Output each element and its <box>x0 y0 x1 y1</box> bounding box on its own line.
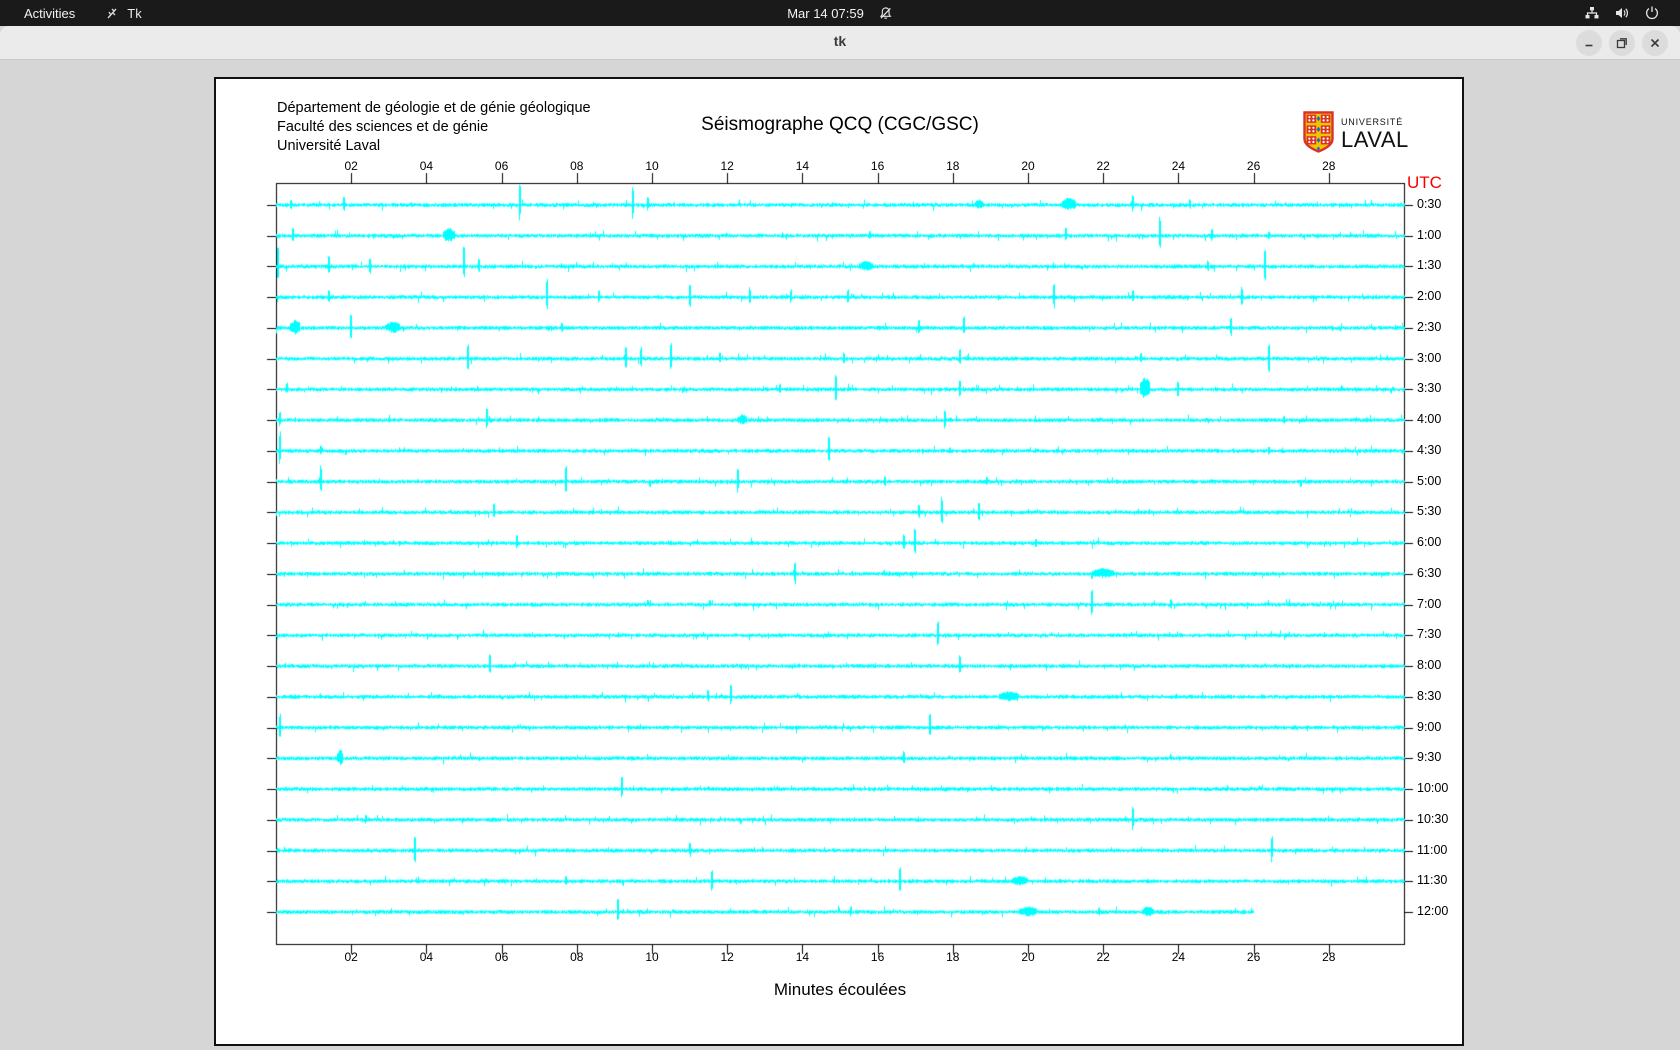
institution-line-2: Faculté des sciences et de génie <box>277 119 489 135</box>
x-tick-label-bottom: 20 <box>1021 950 1035 964</box>
x-tick-label-top: 04 <box>419 159 434 173</box>
volume-icon <box>1614 5 1630 21</box>
restore-button[interactable] <box>1609 30 1635 56</box>
window-title: tk <box>833 33 847 49</box>
x-tick-label-bottom: 22 <box>1096 950 1110 964</box>
trace-time-label: 10:00 <box>1417 781 1449 795</box>
gnome-top-bar: Activities Tk Mar 14 07:59 <box>0 0 1680 26</box>
trace-time-label: 2:30 <box>1417 320 1442 334</box>
tk-icon <box>105 6 120 21</box>
system-status-area[interactable] <box>1584 0 1660 26</box>
x-tick-label-top: 20 <box>1021 159 1035 173</box>
focused-app-indicator[interactable]: Tk <box>105 5 142 21</box>
x-tick-label-bottom: 24 <box>1171 950 1186 964</box>
trace-time-label: 7:30 <box>1417 627 1442 641</box>
trace-time-label: 11:30 <box>1417 873 1448 887</box>
x-tick-label-top: 18 <box>946 159 960 173</box>
seismogram-plot <box>216 79 1462 1044</box>
x-tick-label-bottom: 26 <box>1246 950 1261 964</box>
trace-time-label: 5:30 <box>1417 504 1442 518</box>
clock-label: Mar 14 07:59 <box>787 5 864 21</box>
x-tick-label-bottom: 06 <box>494 950 509 964</box>
network-icon <box>1584 5 1600 21</box>
trace-time-label: 6:00 <box>1417 535 1442 549</box>
x-tick-label-top: 26 <box>1246 159 1261 173</box>
x-tick-label-top: 10 <box>645 159 659 173</box>
x-tick-label-bottom: 02 <box>344 950 358 964</box>
plot-title: Séismographe QCQ (CGC/GSC) <box>701 114 979 135</box>
trace-time-label: 1:30 <box>1417 258 1442 272</box>
trace-time-label: 10:30 <box>1417 812 1449 826</box>
logo-text-small: UNIVERSITÉ <box>1341 117 1404 127</box>
x-tick-label-bottom: 18 <box>946 950 960 964</box>
trace-time-label: 8:30 <box>1417 689 1442 703</box>
trace-time-label: 6:30 <box>1417 566 1442 580</box>
trace-time-label: 4:30 <box>1417 443 1442 457</box>
trace-time-label: 2:00 <box>1417 289 1442 303</box>
trace-time-label: 0:30 <box>1417 197 1442 211</box>
x-tick-label-top: 24 <box>1171 159 1186 173</box>
universite-laval-logo: UNIVERSITÉ LAVAL <box>1303 111 1409 158</box>
trace-time-label: 1:00 <box>1417 228 1442 242</box>
institution-line-3: Université Laval <box>277 138 381 154</box>
x-tick-label-bottom: 12 <box>720 950 734 964</box>
x-tick-label-bottom: 04 <box>419 950 434 964</box>
trace-time-label: 12:00 <box>1417 904 1449 918</box>
activities-button[interactable]: Activities <box>24 5 76 21</box>
x-tick-label-top: 28 <box>1322 159 1336 173</box>
x-tick-label-top: 12 <box>720 159 734 173</box>
institution-line-1: Département de géologie et de génie géol… <box>277 100 591 116</box>
x-tick-label-bottom: 10 <box>645 950 659 964</box>
trace-time-label: 11:00 <box>1417 843 1448 857</box>
logo-text-large: LAVAL <box>1341 127 1409 152</box>
x-tick-label-bottom: 14 <box>795 950 810 964</box>
trace-time-label: 9:30 <box>1417 750 1442 764</box>
trace-time-label: 3:30 <box>1417 381 1442 395</box>
trace-time-label: 8:00 <box>1417 658 1442 672</box>
laval-shield-icon <box>1303 111 1334 158</box>
x-tick-label-bottom: 08 <box>570 950 584 964</box>
x-tick-label-top: 06 <box>494 159 509 173</box>
x-tick-label-top: 22 <box>1096 159 1110 173</box>
focused-app-name: Tk <box>127 5 142 21</box>
institution-header: Département de géologie et de génie géol… <box>277 99 591 156</box>
close-button[interactable] <box>1642 30 1668 56</box>
power-icon <box>1644 5 1660 21</box>
trace-time-label: 4:00 <box>1417 412 1442 426</box>
clock-menu[interactable]: Mar 14 07:59 <box>787 0 893 26</box>
x-tick-label-top: 08 <box>570 159 584 173</box>
trace-time-label: 7:00 <box>1417 597 1442 611</box>
x-tick-label-top: 02 <box>344 159 358 173</box>
x-tick-label-top: 16 <box>870 159 885 173</box>
utc-axis-label: UTC <box>1407 173 1442 192</box>
trace-time-label: 9:00 <box>1417 720 1442 734</box>
trace-time-label: 3:00 <box>1417 351 1442 365</box>
x-axis-title: Minutes écoulées <box>773 980 907 999</box>
seismograph-canvas-window: Département de géologie et de génie géol… <box>214 77 1464 1046</box>
minimize-button[interactable] <box>1576 30 1602 56</box>
trace-time-label: 5:00 <box>1417 474 1442 488</box>
x-tick-label-bottom: 16 <box>870 950 885 964</box>
x-tick-label-bottom: 28 <box>1322 950 1336 964</box>
bell-slash-icon <box>878 6 893 21</box>
x-tick-label-top: 14 <box>795 159 810 173</box>
window-title-bar[interactable]: tk <box>0 26 1680 60</box>
